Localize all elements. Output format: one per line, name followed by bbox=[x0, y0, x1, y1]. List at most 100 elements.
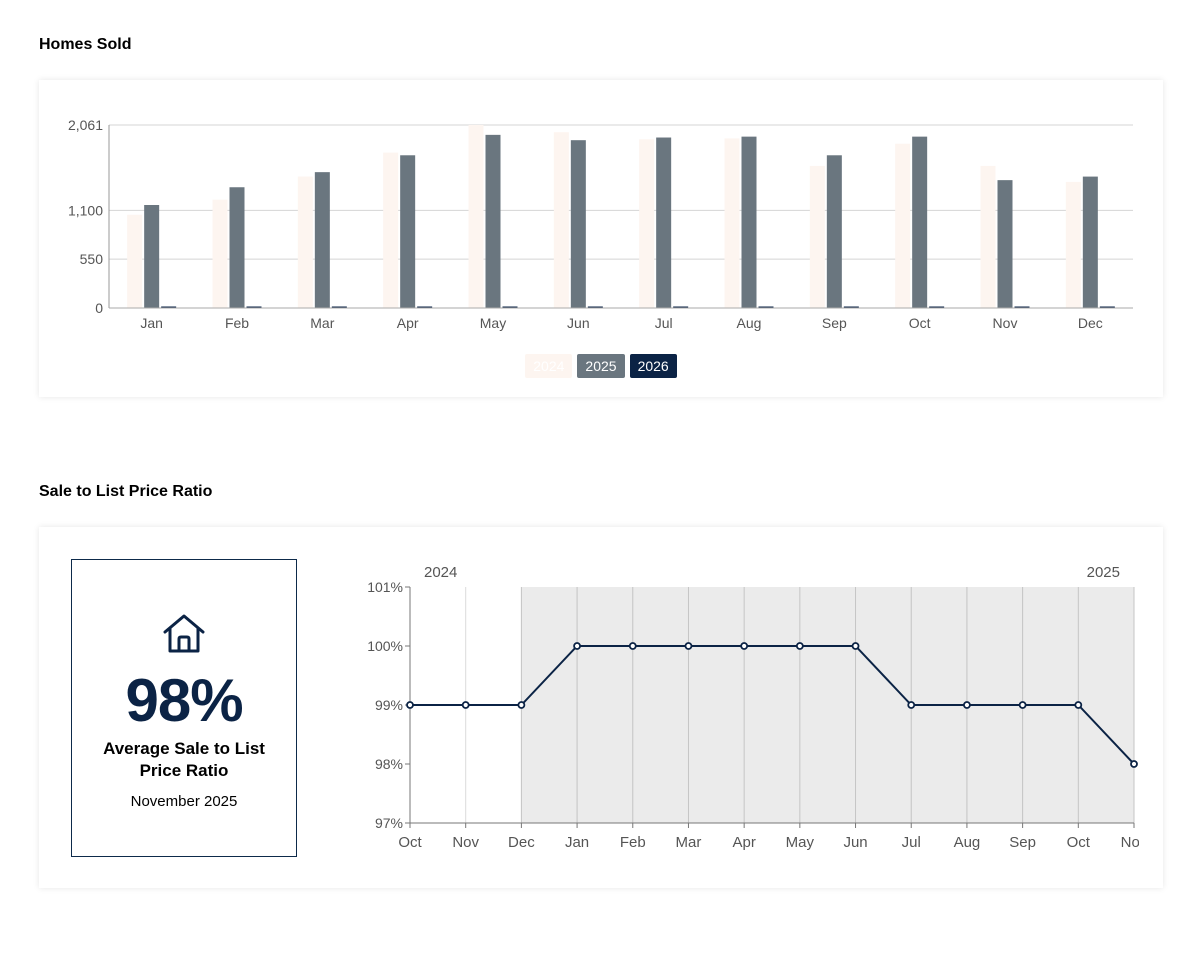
y-tick-label: 100% bbox=[367, 638, 403, 654]
x-tick-label: May bbox=[786, 834, 815, 851]
data-point bbox=[1074, 701, 1083, 709]
data-point bbox=[1130, 760, 1138, 768]
y-tick-label: 0 bbox=[95, 300, 103, 316]
x-tick-label: Apr bbox=[732, 834, 755, 851]
x-tick-label: Oct bbox=[398, 834, 422, 851]
homes-sold-title: Homes Sold bbox=[39, 36, 132, 53]
bar-2024-dec bbox=[1065, 181, 1081, 308]
bar-2026-feb bbox=[246, 306, 262, 308]
bar-2024-jan bbox=[127, 214, 143, 308]
x-tick-label: Jan bbox=[565, 834, 589, 851]
bar-2025-feb bbox=[229, 187, 245, 308]
x-tick-label: Sep bbox=[822, 315, 847, 331]
ratio-chart: Oct Nov Dec Jan Feb Mar Apr May Jun Jul Aug Sep Oct N… bbox=[367, 564, 1139, 851]
bar-2026-jul bbox=[673, 306, 689, 308]
x-tick-label: Jul bbox=[902, 834, 921, 851]
bar-2026-apr bbox=[417, 306, 433, 308]
bar-2026-dec bbox=[1099, 306, 1115, 308]
bar-2024-mar bbox=[297, 176, 313, 308]
x-tick-label: Aug bbox=[737, 315, 762, 331]
x-tick-label: Nov bbox=[452, 834, 479, 851]
x-tick-label: Apr bbox=[397, 315, 419, 331]
y-tick-label: 99% bbox=[375, 697, 403, 713]
y-tick-label: 101% bbox=[367, 579, 403, 595]
bar-2024-oct bbox=[895, 143, 911, 308]
x-tick-label: Feb bbox=[620, 834, 646, 851]
x-tick-label: Jun bbox=[567, 315, 590, 331]
x-tick-label: Oct bbox=[1067, 834, 1091, 851]
bar-2025-sep bbox=[826, 155, 842, 308]
bar-2026-oct bbox=[929, 306, 945, 308]
x-tick-label: Jan bbox=[140, 315, 163, 331]
data-point bbox=[628, 642, 637, 650]
x-tick-label: Dec bbox=[508, 834, 535, 851]
y-tick-label: 550 bbox=[80, 251, 104, 267]
year-label: 2024 bbox=[424, 564, 457, 581]
bar-2025-dec bbox=[1082, 176, 1098, 308]
data-point bbox=[461, 701, 470, 709]
x-tick-label: May bbox=[480, 315, 506, 331]
data-point bbox=[963, 701, 971, 709]
bar-2026-mar bbox=[331, 306, 347, 308]
bar-2025-jul bbox=[656, 137, 672, 308]
bar-2026-may bbox=[502, 306, 518, 308]
bar-2025-may bbox=[485, 134, 501, 308]
homes-sold-legend: 2024 2025 2026 bbox=[39, 354, 1163, 378]
bar-2026-aug bbox=[758, 306, 774, 308]
bar-2026-nov bbox=[1014, 306, 1030, 308]
bar-2025-aug bbox=[741, 136, 757, 308]
bar-2025-jun bbox=[570, 140, 586, 308]
data-point bbox=[573, 642, 581, 650]
year-label: 2025 bbox=[1087, 564, 1120, 581]
data-point bbox=[907, 701, 916, 709]
x-tick-label: Nov bbox=[993, 315, 1018, 331]
bar-2024-feb bbox=[212, 199, 228, 308]
data-point bbox=[795, 642, 804, 650]
x-tick-label: Jul bbox=[655, 315, 673, 331]
bar-2024-sep bbox=[809, 165, 825, 308]
homes-sold-chart: 0 550 1,100 2,061 Jan Feb Mar Apr May Jun Jul Aug Se… bbox=[68, 117, 1133, 331]
x-tick-label: Mar bbox=[310, 315, 334, 331]
bar-2024-jun bbox=[553, 132, 569, 308]
ratio-summary-box: 98% Average Sale to List Price Ratio Nov… bbox=[71, 559, 297, 857]
house-icon bbox=[163, 614, 205, 653]
data-point bbox=[406, 701, 414, 709]
data-point bbox=[684, 642, 693, 650]
ratio-title: Sale to List Price Ratio bbox=[39, 483, 213, 500]
x-tick-label: Sep bbox=[1009, 834, 1036, 851]
x-tick-label: Nov bbox=[1121, 834, 1139, 851]
bar-2024-nov bbox=[980, 165, 996, 308]
bar-2025-apr bbox=[400, 155, 416, 308]
bar-2026-jun bbox=[587, 306, 603, 308]
bar-2025-mar bbox=[314, 172, 330, 308]
bar-2026-jan bbox=[161, 306, 177, 308]
bar-2025-oct bbox=[912, 136, 928, 308]
x-tick-label: Jun bbox=[843, 834, 867, 851]
ratio-card: 98% Average Sale to List Price Ratio Nov… bbox=[39, 527, 1163, 888]
data-point bbox=[851, 642, 860, 650]
bar-2025-jan bbox=[144, 205, 160, 308]
y-tick-label: 2,061 bbox=[68, 117, 103, 133]
y-tick-label: 1,100 bbox=[68, 202, 103, 218]
ratio-label: Average Sale to List Price Ratio bbox=[103, 739, 265, 780]
bar-2026-sep bbox=[843, 306, 859, 308]
legend-item-2026[interactable]: 2026 bbox=[629, 354, 677, 378]
bar-2024-may bbox=[468, 125, 484, 308]
x-tick-label: Mar bbox=[676, 834, 702, 851]
bar-2024-jul bbox=[639, 139, 655, 308]
x-tick-label: Dec bbox=[1078, 315, 1103, 331]
ratio-value: 98% bbox=[125, 667, 243, 734]
y-tick-label: 98% bbox=[375, 756, 403, 772]
data-point bbox=[517, 701, 526, 709]
data-point bbox=[740, 642, 749, 650]
legend-item-2024[interactable]: 2024 bbox=[525, 354, 573, 378]
y-tick-label: 97% bbox=[375, 815, 403, 831]
ratio-series-line bbox=[410, 645, 1135, 765]
x-tick-label: Oct bbox=[909, 315, 931, 331]
x-tick-label: Feb bbox=[225, 315, 249, 331]
homes-sold-card: 0 550 1,100 2,061 Jan Feb Mar Apr May Jun Jul Aug Se… bbox=[39, 80, 1163, 397]
data-point bbox=[1018, 701, 1027, 709]
legend-item-2025[interactable]: 2025 bbox=[577, 354, 625, 378]
bar-2024-apr bbox=[383, 152, 399, 308]
bar-2025-nov bbox=[997, 180, 1013, 308]
